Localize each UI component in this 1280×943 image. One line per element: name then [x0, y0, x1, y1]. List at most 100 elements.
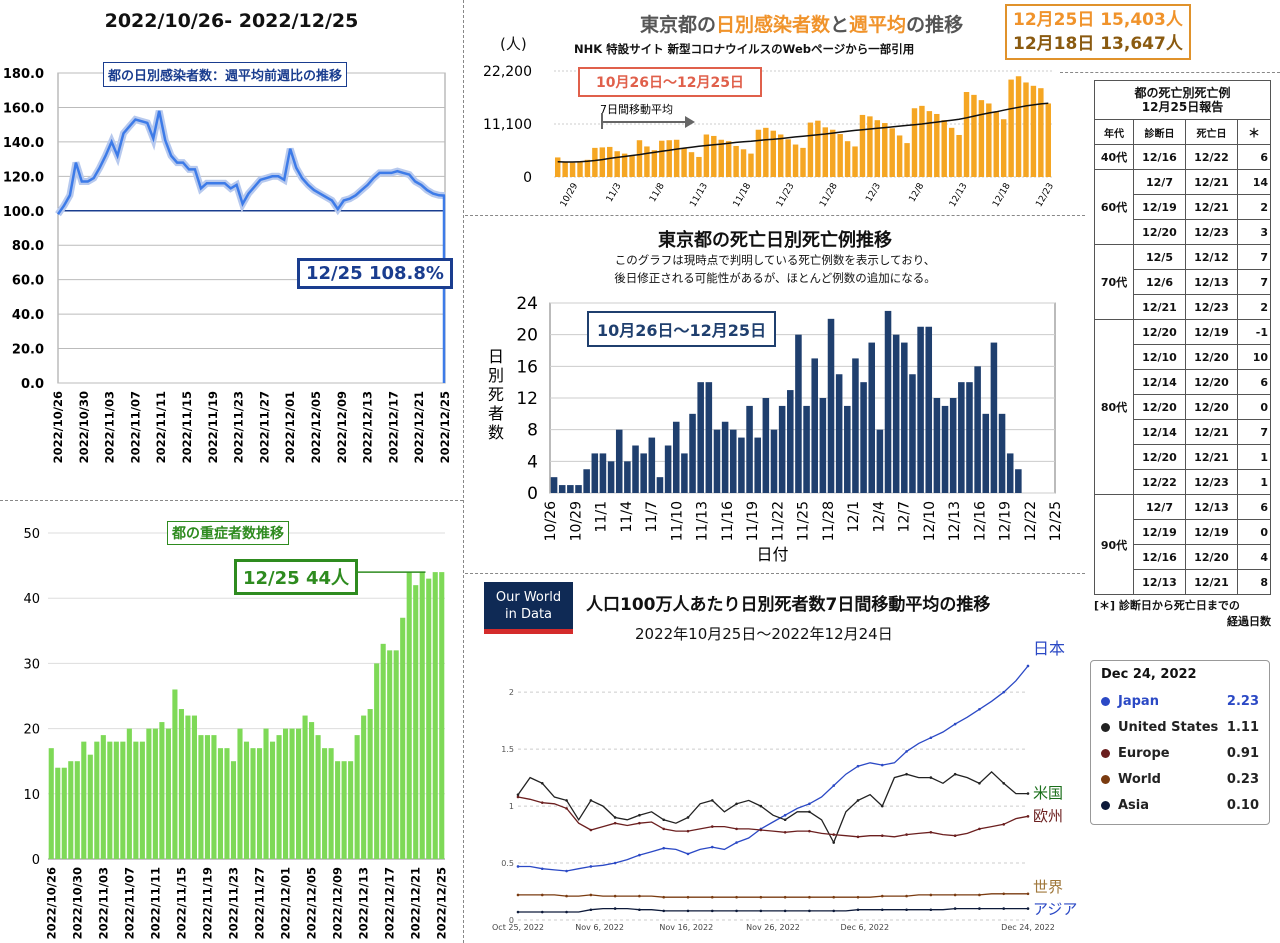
y-tick-label: 4 [527, 452, 538, 472]
infections-title-part5: の推移 [906, 14, 964, 36]
death-bar [615, 429, 623, 493]
x-tick-label: 11/10 [669, 501, 685, 541]
divider-right-mid [465, 573, 1085, 574]
series-point [686, 909, 690, 913]
infection-bar [837, 134, 843, 177]
legend-dot-icon [1101, 696, 1110, 706]
infections-subtitle: NHK 特設サイト 新型コロナウイルスのWebページから一部引用 [574, 42, 915, 56]
severe-bar [152, 728, 158, 859]
series-point [686, 829, 690, 833]
series-point [1026, 815, 1030, 818]
owid-legend-row: Europe 0.91 [1101, 740, 1259, 766]
series-point [638, 908, 641, 912]
series-point [832, 895, 836, 899]
series-point [613, 821, 617, 825]
severe-bar [309, 722, 315, 859]
x-tick-label: 12/22 [1023, 501, 1039, 541]
series-point [686, 895, 690, 899]
y-tick-label: 0 [523, 170, 532, 186]
severe-bar [217, 748, 224, 859]
x-tick-label: 2022/11/15 [174, 867, 188, 939]
y-axis-label-char: 者 [488, 404, 504, 423]
death-table-days: 6 [1237, 144, 1271, 170]
severe-bar [361, 715, 367, 859]
infection-bar [711, 135, 717, 177]
death-table-row: 12/20 12/21 1 [1095, 444, 1271, 470]
series-point [662, 827, 666, 831]
ratio-chart: 0.0 20.0 40.0 60.0 80.0 100.0 120.0 140.0 160.0 1… [3, 67, 452, 463]
death-bar [681, 453, 688, 493]
x-tick-label: 11/13 [695, 501, 711, 541]
series-point [638, 853, 641, 857]
death-bar [974, 366, 981, 493]
death-table-title-2: 12月25日報告 [1141, 100, 1224, 114]
series-point [880, 894, 884, 898]
severe-callout: 12/25 44人 [234, 559, 358, 595]
y-tick-label: 2 [509, 688, 514, 697]
death-bar [795, 334, 802, 493]
x-tick-label: 11/28 [818, 181, 840, 209]
x-tick-label: 2022/10/30 [70, 867, 84, 939]
severe-bar [341, 761, 347, 859]
infection-bar [569, 162, 576, 177]
series-point [808, 802, 811, 806]
series-point [929, 908, 933, 912]
death-bar [550, 477, 558, 493]
x-tick-label: 2022/11/07 [122, 867, 136, 939]
death-table-row: 12/16 12/20 4 [1095, 544, 1271, 570]
deaths-chart: 0 4 8 12 16 20 24 10/26 10/29 11/1 11/4 11/7 11/10 11… [488, 294, 1064, 564]
infection-bar [785, 139, 791, 177]
death-bar [640, 453, 647, 493]
infection-bar [718, 139, 724, 177]
series-line-japan [518, 665, 1029, 872]
infection-bar [755, 129, 762, 177]
owid-legend-row: Japan 2.23 [1101, 688, 1259, 714]
x-tick-label: 2022/11/07 [128, 391, 142, 463]
owid-title: 人口100万人あたり日別死者数7日間移動平均の推移 [586, 595, 991, 615]
death-bar [811, 358, 818, 493]
x-tick-label: 12/16 [972, 501, 988, 541]
series-point [808, 895, 811, 899]
infection-bar [1008, 79, 1014, 177]
death-table-title: 都の死亡別死亡例 12月25日報告 [1094, 80, 1271, 120]
severe-bar [94, 741, 100, 859]
infection-bar [815, 120, 821, 177]
x-tick-label: 10/26 [543, 501, 559, 541]
infection-bar [651, 150, 658, 177]
y-tick-label: 60.0 [12, 274, 44, 289]
x-tick-label: 2022/12/25 [438, 391, 452, 463]
infection-bar [807, 122, 814, 177]
series-point [710, 799, 714, 802]
infection-bar [904, 143, 910, 177]
ratio-line [56, 110, 446, 215]
divider-right-top [465, 215, 1085, 216]
death-table-header-diagnosis: 診断日 [1133, 119, 1186, 145]
infection-bar [592, 147, 598, 177]
series-point [1002, 907, 1006, 910]
death-bar [860, 382, 867, 493]
series-point [1026, 892, 1030, 896]
infections-title-part3: と [830, 14, 850, 36]
infection-bar [852, 146, 858, 177]
death-bar [599, 453, 607, 493]
infection-bar [978, 100, 985, 177]
severe-bar [165, 728, 171, 859]
infection-bar [770, 130, 776, 177]
infections-chart: 0 11,100 22,200 7日間移動平均 10/29 11/3 11/8 11/13 11… [483, 64, 1056, 209]
deaths-note-2: 後日修正される可能性があるが、ほとんど例数の追加になる。 [614, 271, 936, 285]
x-tick-label: 2022/12/01 [283, 391, 297, 463]
severe-bar [146, 728, 152, 859]
y-tick-label: 16 [516, 357, 538, 377]
x-tick-label: 12/13 [948, 181, 970, 208]
infection-bar [659, 140, 665, 177]
death-table-diagnosis-date: 12/16 [1133, 544, 1186, 570]
series-point [540, 782, 544, 785]
death-bar [852, 358, 859, 493]
death-table-death-date: 12/20 [1185, 344, 1238, 370]
owid-chart: 0 0.5 1 1.5 2 Oct 25, 2022 Nov 6, 2022 Nov 16, … [492, 640, 1077, 932]
series-point [638, 821, 641, 825]
owid-legend-row: United States 1.11 [1101, 714, 1259, 740]
death-table-age: 80代 [1094, 319, 1134, 495]
series-point [662, 909, 666, 913]
severe-bar [439, 572, 445, 859]
